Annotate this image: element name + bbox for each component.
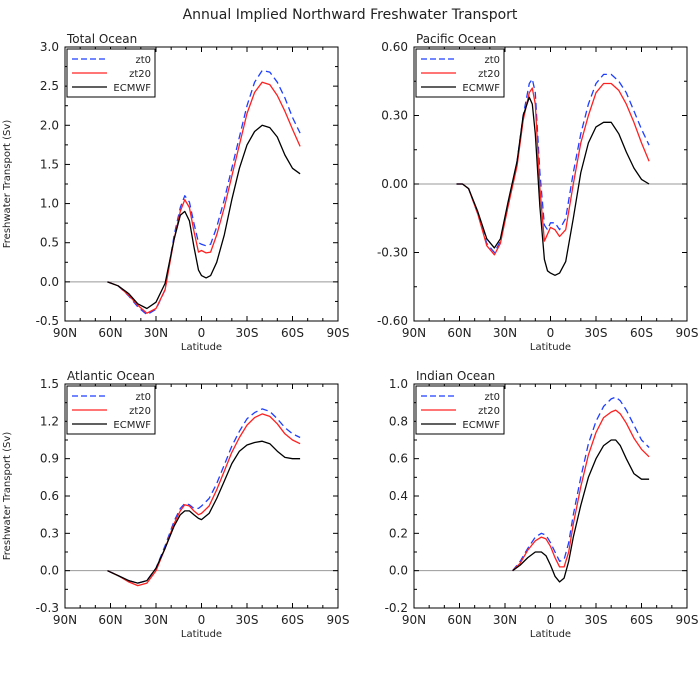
x-tick-label: 90N (402, 613, 426, 627)
x-tick-label: 0 (198, 613, 206, 627)
y-tick-label: 0.0 (40, 564, 59, 578)
x-tick-label: 0 (547, 613, 555, 627)
y-tick-label: -0.60 (377, 314, 408, 328)
x-tick-label: 60S (281, 326, 304, 340)
y-tick-label: 0.30 (381, 109, 408, 123)
x-axis-label: Latitude (530, 342, 571, 353)
y-tick-label: 0.2 (389, 526, 408, 540)
x-tick-label: 30S (585, 326, 608, 340)
legend-label-ecmwf: ECMWF (462, 420, 500, 431)
y-tick-label: 1.5 (40, 157, 59, 171)
y-tick-label: 0.8 (389, 414, 408, 428)
x-tick-label: 90N (53, 613, 77, 627)
x-axis-label: Latitude (181, 342, 222, 353)
series-line-zt0 (456, 73, 650, 254)
panel-title: Indian Ocean (416, 369, 495, 383)
y-tick-label: 1.2 (40, 414, 59, 428)
series-line-ecmwf (107, 124, 301, 310)
y-tick-label: 0.6 (40, 489, 59, 503)
y-tick-label: 0.60 (381, 40, 408, 54)
x-tick-label: 90S (676, 326, 699, 340)
legend-label-ecmwf: ECMWF (113, 83, 151, 94)
y-tick-label: 2.0 (40, 118, 59, 132)
x-axis-label: Latitude (530, 629, 571, 640)
panel-title: Pacific Ocean (416, 32, 496, 46)
series-line-ecmwf (107, 440, 301, 584)
series-line-zt0 (107, 408, 301, 584)
x-tick-label: 60S (630, 326, 653, 340)
legend-label-zt20: zt20 (129, 406, 151, 417)
x-tick-label: 90S (327, 613, 350, 627)
x-tick-label: 60S (630, 613, 653, 627)
y-tick-label: 0.0 (389, 564, 408, 578)
panel-title: Atlantic Ocean (67, 369, 155, 383)
x-tick-label: 90N (402, 326, 426, 340)
legend-label-zt20: zt20 (478, 69, 500, 80)
panel-title: Total Ocean (66, 32, 137, 46)
legend-label-zt0: zt0 (484, 55, 500, 66)
y-tick-label: -0.30 (377, 246, 408, 260)
x-tick-label: 30N (144, 613, 168, 627)
y-tick-label: 0.6 (389, 452, 408, 466)
x-tick-label: 60N (447, 613, 471, 627)
y-tick-label: 1.0 (389, 377, 408, 391)
legend-label-zt20: zt20 (129, 69, 151, 80)
y-tick-label: 0.00 (381, 177, 408, 191)
x-axis-label: Latitude (181, 629, 222, 640)
x-tick-label: 60S (281, 613, 304, 627)
x-tick-label: 0 (547, 326, 555, 340)
panel-pacific-ocean: 90N 60N 30N 0 30S 60S 90S -0.60 -0.30 0.00 0.30 0.6… (377, 32, 699, 353)
series-line-zt20 (512, 409, 650, 572)
series-line-ecmwf (456, 96, 650, 276)
figure-title: Annual Implied Northward Freshwater Tran… (183, 7, 518, 23)
series-line-ecmwf (512, 439, 650, 583)
y-tick-label: 0.5 (40, 236, 59, 250)
y-tick-label: -0.5 (36, 314, 59, 328)
x-tick-label: 90N (53, 326, 77, 340)
x-tick-label: 60N (447, 326, 471, 340)
y-axis-label: Freshwater Transport (Sv) (2, 432, 13, 561)
x-tick-label: 90S (327, 326, 350, 340)
series-line-zt20 (107, 413, 301, 587)
legend-label-zt0: zt0 (484, 392, 500, 403)
x-tick-label: 30S (236, 613, 259, 627)
y-tick-label: 0.0 (40, 275, 59, 289)
y-axis-label: Freshwater Transport (Sv) (2, 120, 13, 249)
y-tick-label: 1.0 (40, 197, 59, 211)
series-line-zt20 (456, 82, 650, 256)
y-tick-label: 1.5 (40, 377, 59, 391)
x-tick-label: 30N (144, 326, 168, 340)
panel-atlantic-ocean: 90N 60N 30N 0 30S 60S 90S -0.3 0.0 0.3 0.6 0.9 1.2 1.… (2, 369, 349, 640)
x-tick-label: 90S (676, 613, 699, 627)
panel-indian-ocean: 90N 60N 30N 0 30S 60S 90S -0.2 0.0 0.2 0.4 0.6 0.8 1.… (385, 369, 699, 640)
y-tick-label: 3.0 (40, 40, 59, 54)
series-line-zt0 (512, 396, 650, 572)
panel-total-ocean: 90N 60N 30N 0 30S 60S 90S -0.5 0.0 0.5 1.0 1.5 2.0 2.… (2, 32, 349, 353)
series-line-zt20 (107, 81, 301, 314)
x-tick-label: 30S (236, 326, 259, 340)
y-tick-label: 0.3 (40, 526, 59, 540)
legend-label-zt0: zt0 (135, 55, 151, 66)
y-tick-label: -0.3 (36, 601, 59, 615)
legend-label-ecmwf: ECMWF (113, 420, 151, 431)
legend-label-ecmwf: ECMWF (462, 83, 500, 94)
y-tick-label: 0.9 (40, 452, 59, 466)
x-tick-label: 60N (98, 613, 122, 627)
series-line-zt0 (107, 69, 301, 316)
legend-label-zt20: zt20 (478, 406, 500, 417)
y-tick-label: 2.5 (40, 79, 59, 93)
x-tick-label: 30S (585, 613, 608, 627)
y-tick-label: -0.2 (385, 601, 408, 615)
x-tick-label: 0 (198, 326, 206, 340)
x-tick-label: 60N (98, 326, 122, 340)
legend-label-zt0: zt0 (135, 392, 151, 403)
x-tick-label: 30N (493, 613, 517, 627)
x-tick-label: 30N (493, 326, 517, 340)
y-tick-label: 0.4 (389, 489, 408, 503)
